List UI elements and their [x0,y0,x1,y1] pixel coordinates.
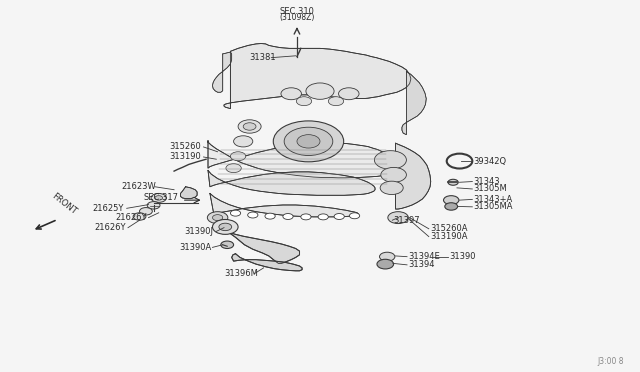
Text: 21625Y: 21625Y [93,204,124,213]
Polygon shape [224,44,411,109]
Circle shape [296,97,312,106]
Circle shape [243,123,256,130]
Circle shape [448,179,458,185]
Text: 31390: 31390 [449,252,476,261]
Text: 315260: 315260 [170,142,202,151]
Circle shape [381,167,406,182]
Polygon shape [180,187,197,199]
Text: 31343+A: 31343+A [474,195,513,204]
Text: 31305M: 31305M [474,185,508,193]
Text: 31397: 31397 [394,216,420,225]
Polygon shape [210,193,358,217]
Polygon shape [402,71,426,135]
Text: J3:00 8: J3:00 8 [598,357,624,366]
Polygon shape [232,254,302,271]
Circle shape [207,212,228,224]
Circle shape [445,203,458,210]
Circle shape [388,212,408,224]
Text: 31394E: 31394E [408,252,440,261]
Circle shape [306,83,334,99]
Polygon shape [208,141,398,178]
Circle shape [212,215,223,221]
Circle shape [380,181,403,195]
Circle shape [339,88,359,100]
Circle shape [230,210,241,216]
Circle shape [380,252,395,261]
Circle shape [151,193,166,202]
Polygon shape [221,226,300,263]
Circle shape [234,136,253,147]
Text: 31390A: 31390A [179,243,211,252]
Text: 315260A: 315260A [430,224,468,233]
Text: 31343: 31343 [474,177,500,186]
Text: FRONT: FRONT [50,192,78,217]
Text: 31390J: 31390J [184,227,213,236]
Text: 313190: 313190 [170,153,202,161]
Text: 21623W: 21623W [122,182,156,191]
Text: 31396M: 31396M [224,269,258,278]
Text: 39342Q: 39342Q [474,157,507,166]
Circle shape [297,135,320,148]
Circle shape [219,223,232,231]
Circle shape [284,127,333,155]
Circle shape [248,212,258,218]
Circle shape [212,219,238,234]
Circle shape [226,164,241,173]
Text: 31305MA: 31305MA [474,202,513,211]
Text: 21626Y: 21626Y [115,213,147,222]
Text: 31381: 31381 [250,53,276,62]
Circle shape [349,213,360,219]
Text: (31098Z): (31098Z) [279,13,315,22]
Text: 313190A: 313190A [430,232,468,241]
Polygon shape [208,170,375,195]
Circle shape [238,120,261,133]
Polygon shape [212,52,232,92]
Circle shape [334,214,344,219]
Circle shape [221,241,234,248]
Circle shape [133,213,146,220]
Text: 31394: 31394 [408,260,435,269]
Circle shape [230,152,246,161]
Circle shape [140,208,152,215]
Circle shape [301,214,311,220]
Circle shape [374,151,406,169]
Circle shape [273,121,344,162]
Circle shape [147,202,160,209]
Text: SEC.310: SEC.310 [280,7,314,16]
Circle shape [328,97,344,106]
Circle shape [265,213,275,219]
Circle shape [444,196,459,205]
Circle shape [155,196,163,200]
Circle shape [377,259,394,269]
Circle shape [283,214,293,219]
Circle shape [281,88,301,100]
Text: 21626Y: 21626Y [95,223,126,232]
Text: SEC.317: SEC.317 [144,193,179,202]
Polygon shape [396,143,431,209]
Circle shape [318,214,328,220]
